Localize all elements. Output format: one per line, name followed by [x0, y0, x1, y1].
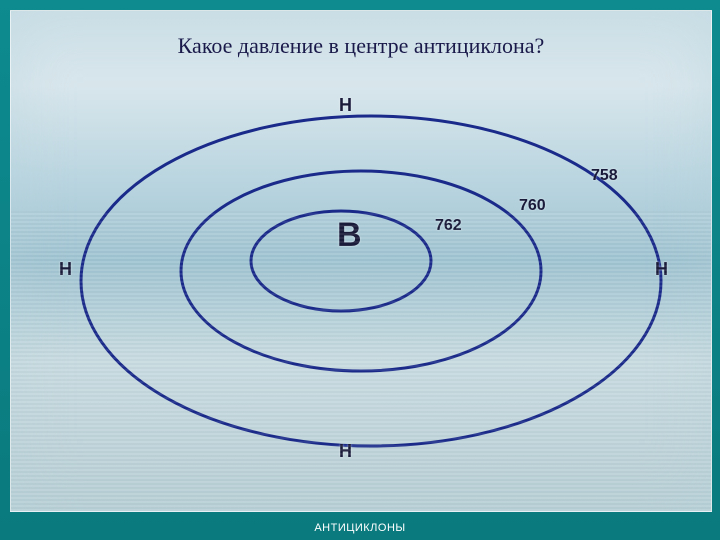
diagram-label: Н [59, 259, 72, 280]
slide-frame: Какое давление в центре антициклона? В76… [0, 0, 720, 540]
diagram-label: Н [655, 259, 668, 280]
anticyclone-diagram [11, 11, 711, 511]
isobar-ellipse [181, 171, 541, 371]
diagram-label: 758 [591, 167, 618, 185]
diagram-label: 762 [435, 217, 462, 235]
diagram-label: Н [339, 95, 352, 116]
isobar-ellipse [81, 116, 661, 446]
diagram-label: В [337, 216, 362, 255]
diagram-label: Н [339, 441, 352, 462]
diagram-label: 760 [519, 197, 546, 215]
footer-caption: АНТИЦИКЛОНЫ [0, 522, 720, 534]
slide-inner: Какое давление в центре антициклона? В76… [10, 10, 712, 512]
